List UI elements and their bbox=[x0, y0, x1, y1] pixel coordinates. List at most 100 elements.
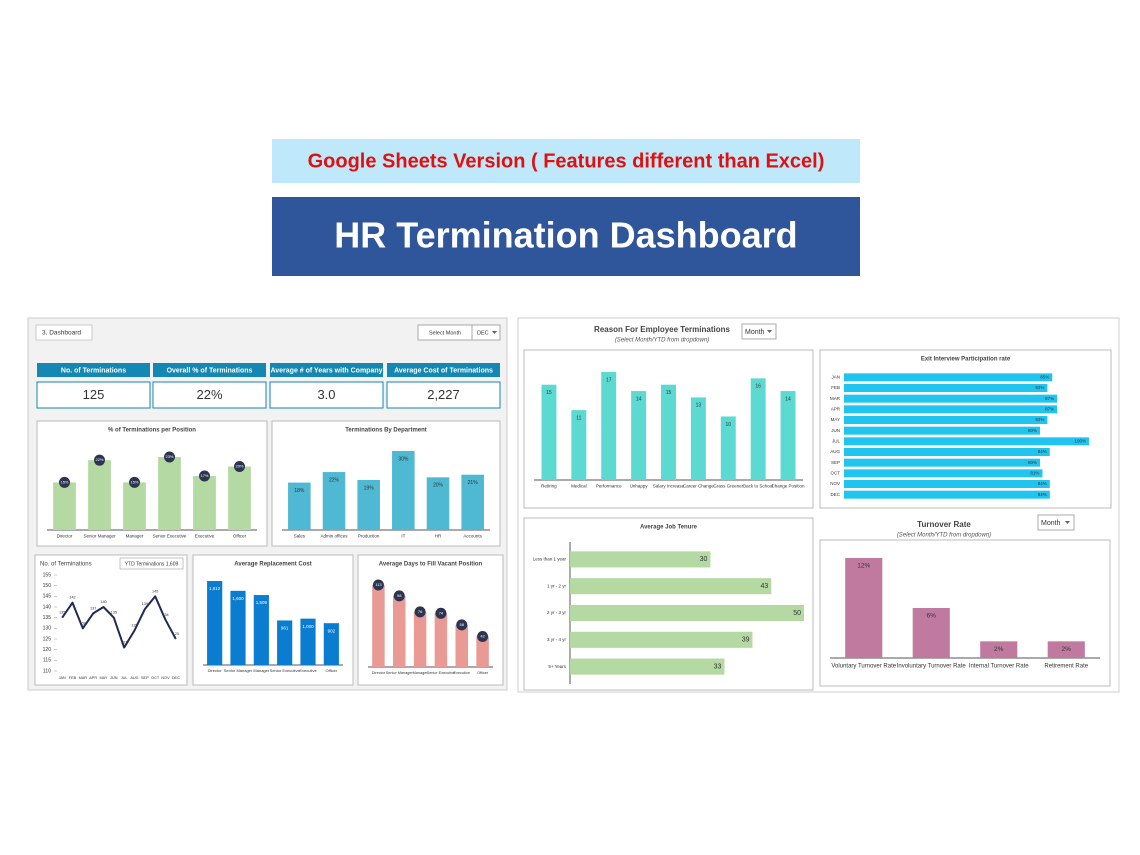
x-tick-label: NOV bbox=[161, 676, 170, 680]
x-tick-label: Retirement Rate bbox=[1044, 664, 1088, 670]
bar bbox=[844, 384, 1048, 392]
dropdown[interactable] bbox=[1037, 514, 1075, 531]
data-label: 1,812 bbox=[209, 586, 221, 591]
bar bbox=[322, 472, 346, 530]
bar bbox=[323, 623, 339, 665]
x-tick-label: DEC bbox=[172, 676, 180, 680]
data-label: 19% bbox=[364, 485, 375, 491]
bar bbox=[372, 585, 385, 667]
annotation-box bbox=[119, 557, 184, 570]
y-tick-label: JUL bbox=[832, 439, 840, 444]
label-bubble bbox=[477, 631, 489, 643]
data-label: 13 bbox=[696, 403, 702, 409]
data-label: 17% bbox=[200, 473, 208, 478]
bar bbox=[661, 384, 676, 480]
y-tick-label: SEP bbox=[831, 460, 840, 465]
data-label: 145 bbox=[152, 589, 158, 593]
data-label: 1,509 bbox=[256, 600, 268, 605]
x-tick-label: APR bbox=[89, 676, 97, 680]
x-tick-label: FEB bbox=[69, 676, 77, 680]
x-tick-label: Officer bbox=[233, 534, 247, 539]
data-label: 142 bbox=[69, 596, 75, 600]
y-tick-label: 2 yr - 3 yr bbox=[547, 610, 567, 615]
bar bbox=[845, 558, 883, 658]
x-tick-label: Salary Increase bbox=[653, 484, 685, 489]
data-label: 84% bbox=[1038, 449, 1047, 454]
x-tick-label: Accounts bbox=[463, 534, 482, 539]
tab[interactable] bbox=[35, 324, 93, 341]
x-tick-label: Retiring bbox=[541, 484, 557, 489]
x-tick-label: Officer bbox=[325, 668, 337, 673]
data-label: 83% bbox=[1035, 385, 1044, 390]
label-bubble bbox=[372, 579, 384, 591]
x-tick-label: Admin offices bbox=[321, 534, 349, 539]
x-tick-label: SEP bbox=[141, 676, 149, 680]
label-bubble bbox=[59, 476, 70, 488]
data-label: 140 bbox=[100, 600, 106, 604]
data-label: 121 bbox=[121, 641, 127, 645]
data-label: 16 bbox=[755, 384, 761, 390]
data-label: 84% bbox=[1038, 492, 1047, 497]
y-tick-label: 140 bbox=[43, 604, 52, 610]
x-tick-label: Change Position bbox=[772, 484, 806, 489]
label-bubble bbox=[164, 451, 175, 463]
y-tick-label: JAN bbox=[831, 375, 840, 380]
bar bbox=[844, 458, 1040, 467]
bar bbox=[750, 378, 766, 480]
y-tick-label: MAY bbox=[831, 417, 840, 422]
y-tick-label: FEB bbox=[831, 385, 840, 390]
bar bbox=[570, 578, 772, 595]
x-tick-label: Senior Executive bbox=[427, 671, 456, 675]
data-label: 87% bbox=[1045, 407, 1054, 412]
chart-subtitle: (Select Month/YTD from dropdown) bbox=[897, 533, 991, 539]
data-label: 125 bbox=[173, 632, 179, 636]
kpi-box bbox=[269, 381, 384, 409]
kpi-header bbox=[387, 363, 500, 377]
x-tick-label: Career Change bbox=[683, 484, 714, 489]
x-tick-label: Medical bbox=[571, 484, 587, 489]
chart-title: No. of Terminations bbox=[40, 562, 92, 568]
dropdown[interactable] bbox=[741, 323, 777, 340]
dropdown-value: Month bbox=[1041, 520, 1061, 527]
x-tick-label: Internal Turnover Rate bbox=[969, 664, 1029, 670]
bar bbox=[476, 636, 489, 667]
data-label: 22% bbox=[95, 457, 103, 462]
x-tick-label: MAY bbox=[100, 676, 108, 680]
label-bubble bbox=[199, 470, 210, 482]
bar bbox=[912, 608, 950, 658]
bar bbox=[392, 451, 415, 530]
bar bbox=[300, 618, 316, 665]
data-label: 12% bbox=[857, 563, 870, 570]
data-label: 84% bbox=[1038, 481, 1047, 486]
y-tick-label: 115 bbox=[43, 658, 51, 664]
data-label: 135 bbox=[59, 611, 65, 615]
y-tick-label: 155 bbox=[43, 572, 52, 578]
x-tick-label: Senior Manager bbox=[224, 668, 253, 673]
bar bbox=[844, 416, 1048, 424]
month-dropdown[interactable] bbox=[471, 324, 501, 341]
annotation: YTD Terminations 1,609 bbox=[125, 561, 179, 567]
bar bbox=[541, 384, 557, 480]
y-tick-label: MAR bbox=[830, 396, 841, 401]
data-label: 39 bbox=[742, 637, 750, 644]
x-tick-label: Director bbox=[57, 534, 73, 539]
x-tick-label: JUL bbox=[121, 676, 128, 680]
bar bbox=[844, 394, 1058, 403]
x-tick-label: Grass Greener bbox=[713, 484, 743, 489]
data-label: 50 bbox=[793, 610, 801, 617]
x-tick-label: Unhappy bbox=[630, 484, 649, 489]
data-label: 2% bbox=[1062, 646, 1072, 653]
x-tick-label: Sales bbox=[294, 534, 306, 539]
data-label: 113 bbox=[375, 582, 382, 587]
bar bbox=[1047, 641, 1085, 658]
label-bubble bbox=[456, 619, 468, 631]
bar bbox=[461, 474, 484, 530]
bar bbox=[844, 373, 1053, 382]
data-label: 22% bbox=[329, 477, 340, 483]
x-tick-label: Voluntary Turnover Rate bbox=[831, 664, 896, 670]
x-tick-label: IT bbox=[401, 534, 405, 539]
data-label: 134 bbox=[162, 613, 168, 617]
data-label: 1,600 bbox=[232, 596, 244, 601]
kpi-header bbox=[37, 363, 150, 377]
